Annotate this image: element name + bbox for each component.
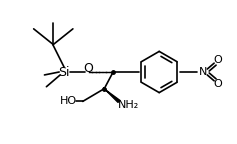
Text: HO: HO: [59, 96, 77, 106]
Text: O: O: [214, 79, 222, 89]
Text: N: N: [199, 67, 208, 77]
Text: NH₂: NH₂: [118, 100, 139, 110]
Polygon shape: [103, 88, 120, 102]
Text: O: O: [84, 62, 94, 75]
Text: O: O: [214, 55, 222, 65]
Text: Si: Si: [58, 66, 70, 78]
